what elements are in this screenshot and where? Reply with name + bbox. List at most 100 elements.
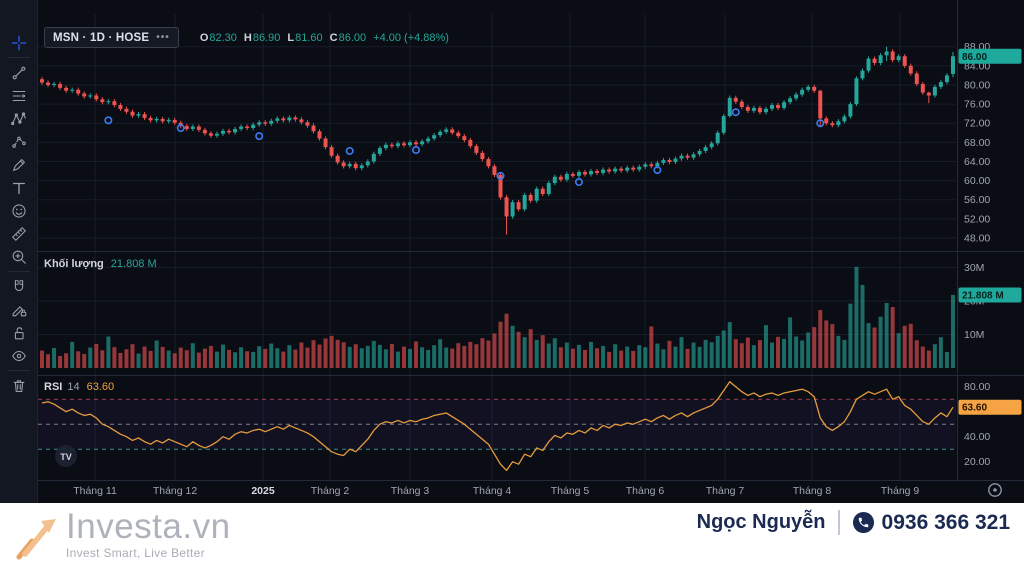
candle-body	[40, 79, 44, 83]
time-axis-label: Tháng 3	[391, 485, 430, 497]
candle-body	[776, 105, 781, 108]
candle-body	[854, 78, 859, 105]
ruler-icon[interactable]	[5, 222, 33, 245]
event-marker-icon[interactable]	[731, 108, 740, 117]
fib-lines-icon[interactable]	[5, 84, 33, 107]
text-tool-icon[interactable]	[5, 176, 33, 199]
candle-body	[456, 132, 461, 137]
volume-bar	[311, 340, 316, 368]
time-axis-label: Tháng 9	[881, 485, 920, 497]
volume-bar	[220, 344, 225, 368]
volume-bar	[546, 343, 551, 368]
volume-bar	[323, 338, 328, 368]
volume-bar	[414, 341, 419, 368]
event-marker-icon[interactable]	[816, 119, 825, 128]
brand-tagline: Invest Smart, Live Better	[66, 546, 205, 560]
volume-bar	[408, 348, 413, 368]
candle-body	[227, 130, 232, 133]
volume-bar	[782, 338, 787, 368]
candle-body	[649, 164, 654, 167]
volume-bar	[818, 310, 823, 368]
magnet-icon[interactable]	[5, 275, 33, 298]
candle-body	[208, 133, 213, 136]
candle-body	[613, 168, 618, 172]
volume-bar	[353, 344, 358, 368]
volume-bar	[884, 303, 889, 368]
trend-line-icon[interactable]	[5, 61, 33, 84]
candle-body	[432, 135, 437, 139]
candle-body	[166, 119, 171, 122]
tradingview-logo-icon[interactable]	[55, 445, 77, 467]
volume-bar	[383, 349, 388, 368]
candle-body	[401, 143, 406, 146]
rsi-length: 14	[67, 381, 80, 393]
zoom-in-icon[interactable]	[5, 245, 33, 268]
candle-body	[359, 165, 364, 169]
volume-bar	[709, 342, 714, 368]
volume-bar	[510, 325, 515, 368]
candle-body	[130, 111, 135, 116]
volume-bar	[462, 345, 467, 368]
phone-icon	[852, 511, 874, 534]
candle-body	[88, 95, 93, 97]
volume-bar	[950, 294, 955, 368]
event-marker-icon[interactable]	[255, 132, 264, 141]
trash-icon[interactable]	[5, 374, 33, 397]
volume-bar	[920, 346, 925, 368]
volume-bar	[745, 337, 750, 368]
candle-body	[293, 117, 298, 120]
volume-bar	[528, 329, 533, 368]
volume-bar	[806, 332, 811, 368]
crosshair-icon[interactable]	[5, 31, 33, 54]
event-marker-icon[interactable]	[412, 146, 421, 155]
volume-bar	[914, 340, 919, 368]
event-marker-icon[interactable]	[104, 116, 113, 125]
volume-bar	[480, 338, 485, 368]
candle-body	[516, 202, 521, 210]
volume-bar	[727, 322, 732, 368]
symbol-selector[interactable]: MSN · 1D · HOSE •••	[44, 27, 179, 48]
unlock-icon[interactable]	[5, 321, 33, 344]
volume-bar	[118, 352, 123, 368]
xabcd-pattern-icon[interactable]	[5, 107, 33, 130]
chart-canvas[interactable]: TV88.0084.0080.0076.0072.0068.0064.0060.…	[0, 0, 1024, 503]
candle-body	[58, 84, 63, 88]
candle-body	[202, 129, 207, 134]
candle-body	[715, 132, 720, 144]
volume-bar	[715, 335, 720, 368]
candle-body	[462, 136, 467, 140]
candle-body	[46, 82, 51, 85]
candle-body	[757, 107, 762, 113]
price-tick: 72.00	[964, 118, 990, 130]
drawing-lock-icon[interactable]	[5, 298, 33, 321]
hide-drawings-eye-icon[interactable]	[5, 344, 33, 367]
last-price-badge-text: 86.00	[962, 52, 987, 63]
forecast-icon[interactable]	[5, 130, 33, 153]
volume-bar	[830, 324, 835, 368]
brush-icon[interactable]	[5, 153, 33, 176]
event-marker-icon[interactable]	[574, 178, 583, 187]
volume-bar	[812, 327, 817, 368]
volume-bar	[190, 343, 195, 368]
candle-body	[914, 73, 919, 85]
candle-body	[920, 84, 925, 93]
volume-bar	[377, 344, 382, 368]
volume-bar	[335, 339, 340, 368]
volume-bar	[58, 355, 63, 368]
candle-body	[528, 194, 533, 201]
volume-bar	[202, 348, 207, 368]
candle-body	[800, 89, 805, 95]
candle-body	[426, 138, 431, 142]
go-to-realtime-icon[interactable]	[988, 483, 1002, 497]
event-marker-icon[interactable]	[496, 171, 505, 180]
candle-body	[607, 169, 612, 172]
candle-body	[371, 153, 376, 162]
candle-body	[733, 97, 738, 102]
event-marker-icon[interactable]	[176, 124, 185, 133]
candle-body	[721, 116, 726, 133]
more-options-icon[interactable]: •••	[156, 32, 170, 43]
event-marker-icon[interactable]	[653, 166, 662, 175]
emoji-icon[interactable]	[5, 199, 33, 222]
candle-body	[878, 55, 883, 63]
event-marker-icon[interactable]	[345, 146, 354, 155]
